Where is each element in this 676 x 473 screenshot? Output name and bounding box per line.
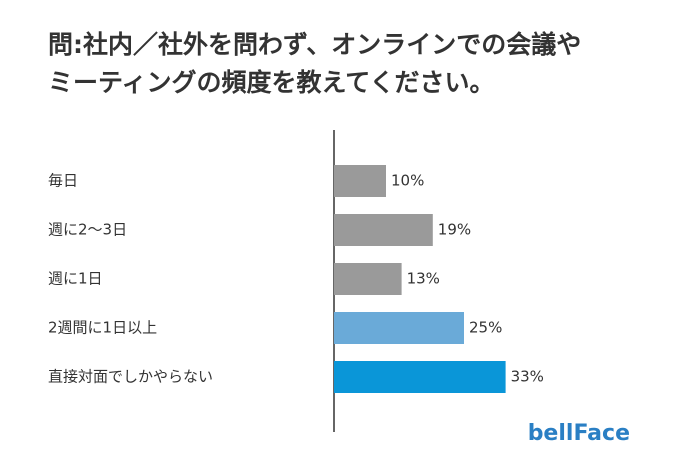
bar <box>334 214 433 246</box>
value-label: 10% <box>391 172 424 190</box>
category-label: 週に2〜3日 <box>48 221 127 239</box>
value-label: 13% <box>407 270 440 288</box>
bar <box>334 361 506 393</box>
brand-logo: bellFace <box>528 421 630 446</box>
bar <box>334 263 402 295</box>
category-label: 週に1日 <box>48 270 103 288</box>
chart-title: ミーティングの頻度を教えてください。 <box>48 68 495 97</box>
bar <box>334 165 386 197</box>
category-label: 2週間に1日以上 <box>48 319 157 337</box>
category-label: 毎日 <box>48 172 78 190</box>
value-label: 19% <box>438 221 471 239</box>
value-label: 25% <box>469 319 502 337</box>
bar <box>334 312 464 344</box>
value-label: 33% <box>511 368 544 386</box>
category-label: 直接対面でしかやらない <box>48 368 213 386</box>
chart-title: 問:社内／社外を問わず、オンラインでの会議や <box>48 30 581 59</box>
